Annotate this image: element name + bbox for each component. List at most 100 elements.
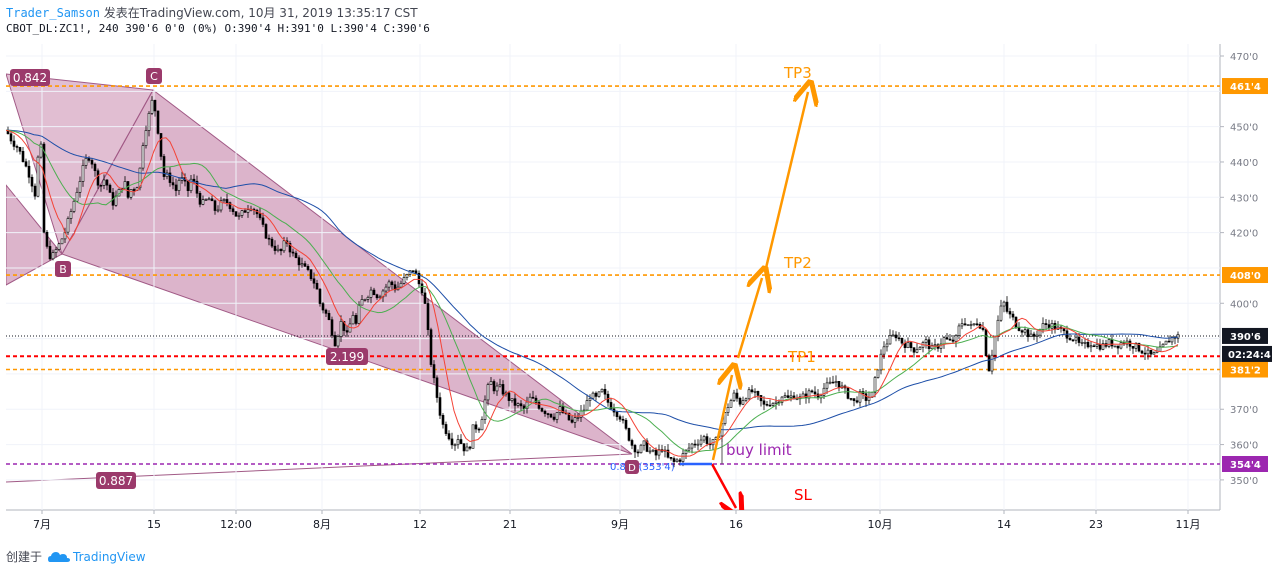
candle — [144, 125, 148, 149]
candle — [204, 198, 208, 201]
candle — [1116, 345, 1120, 355]
candle — [636, 449, 640, 457]
time-tick-label: 12 — [413, 518, 427, 531]
candle — [150, 96, 154, 116]
candle — [987, 353, 991, 372]
candle — [450, 432, 454, 449]
author-link[interactable]: Trader_Samson — [6, 6, 100, 20]
candle — [810, 389, 814, 394]
svg-text:0.887: 0.887 — [99, 474, 133, 488]
candle — [1122, 339, 1126, 346]
candle — [1164, 340, 1168, 345]
price-chart[interactable]: TP3 TP2 TP1 buy limit SL 0.888(353'4) C … — [0, 40, 1274, 540]
candle — [735, 388, 739, 402]
candle — [294, 250, 298, 259]
candle — [1074, 333, 1078, 345]
candle — [1089, 341, 1093, 353]
candle — [1068, 334, 1072, 341]
fib-ratio-label-3: 0.887 — [96, 472, 136, 489]
candle — [840, 381, 844, 390]
candle — [990, 349, 994, 375]
candle — [897, 332, 901, 342]
candle — [1149, 349, 1153, 358]
time-tick-label: 7月 — [33, 518, 51, 531]
candle — [261, 212, 265, 228]
candle — [1113, 345, 1117, 348]
candle — [321, 302, 325, 314]
candle — [726, 403, 730, 417]
candle — [1023, 326, 1027, 336]
candle — [474, 421, 478, 433]
candle — [573, 413, 577, 428]
candle — [48, 240, 52, 261]
candle — [1035, 330, 1039, 343]
candle — [1092, 343, 1096, 348]
candle — [279, 248, 283, 256]
time-axis[interactable]: 7月 15 12:00 8月 12 21 9月 16 10月 14 23 11月 — [33, 510, 1201, 531]
candle — [39, 141, 43, 159]
candle — [45, 230, 49, 249]
candle — [888, 329, 892, 345]
candle — [912, 347, 916, 358]
candle — [291, 248, 295, 257]
tradingview-logo[interactable]: TradingView — [48, 550, 146, 564]
price-tick-label: 470'0 — [1230, 52, 1258, 63]
moving-average-slow — [6, 129, 1179, 431]
candle — [258, 207, 262, 221]
candle — [201, 195, 205, 206]
candle — [1158, 341, 1162, 352]
candle — [339, 315, 343, 343]
candle — [90, 157, 94, 169]
candle — [963, 318, 967, 327]
candle — [600, 388, 604, 393]
candle — [15, 144, 19, 153]
candle — [435, 375, 439, 403]
candle — [546, 412, 550, 419]
candle — [1008, 307, 1012, 319]
candle — [894, 331, 898, 342]
svg-text:02:24:4: 02:24:4 — [1228, 350, 1271, 361]
tp2-label: TP2 — [783, 254, 812, 272]
candle — [762, 396, 766, 411]
candle — [804, 388, 808, 404]
candle — [18, 146, 22, 155]
candle — [648, 446, 652, 455]
candle — [327, 310, 331, 321]
candle — [483, 395, 487, 424]
candle — [360, 295, 364, 306]
candle — [78, 176, 82, 198]
time-tick-label: 14 — [997, 518, 1011, 531]
candle — [747, 386, 751, 400]
candle — [705, 433, 709, 447]
time-tick-label: 9月 — [611, 518, 629, 531]
candle — [486, 382, 490, 406]
candle — [60, 238, 64, 245]
candle — [147, 111, 151, 137]
candle — [954, 334, 958, 348]
price-tick-label: 360'0 — [1230, 441, 1258, 452]
candle — [510, 398, 514, 403]
candle — [909, 341, 913, 352]
candle — [54, 246, 58, 258]
candle — [969, 320, 973, 330]
candle — [66, 216, 70, 235]
price-axis[interactable]: 470'0 450'0 440'0 430'0 420'0 400'0 370'0 360'0… — [1220, 52, 1272, 487]
candle — [1107, 338, 1111, 349]
candle — [795, 394, 799, 401]
candle — [384, 283, 388, 297]
symbol-info-line: CBOT_DL:ZC1!, 240 390'6 0'0 (0%) O:390'4… — [6, 22, 430, 35]
candle — [915, 343, 919, 354]
svg-text:0.842: 0.842 — [13, 71, 47, 85]
candle — [156, 110, 160, 135]
candle — [171, 176, 175, 190]
candle — [1143, 347, 1147, 360]
candle — [672, 456, 676, 468]
point-label-c: C — [146, 68, 162, 84]
candle — [459, 434, 463, 445]
candle — [432, 360, 436, 384]
candle — [129, 189, 133, 200]
candle — [846, 386, 850, 400]
candle — [477, 427, 481, 433]
candle — [414, 268, 418, 274]
time-tick-label: 12:00 — [220, 518, 252, 531]
